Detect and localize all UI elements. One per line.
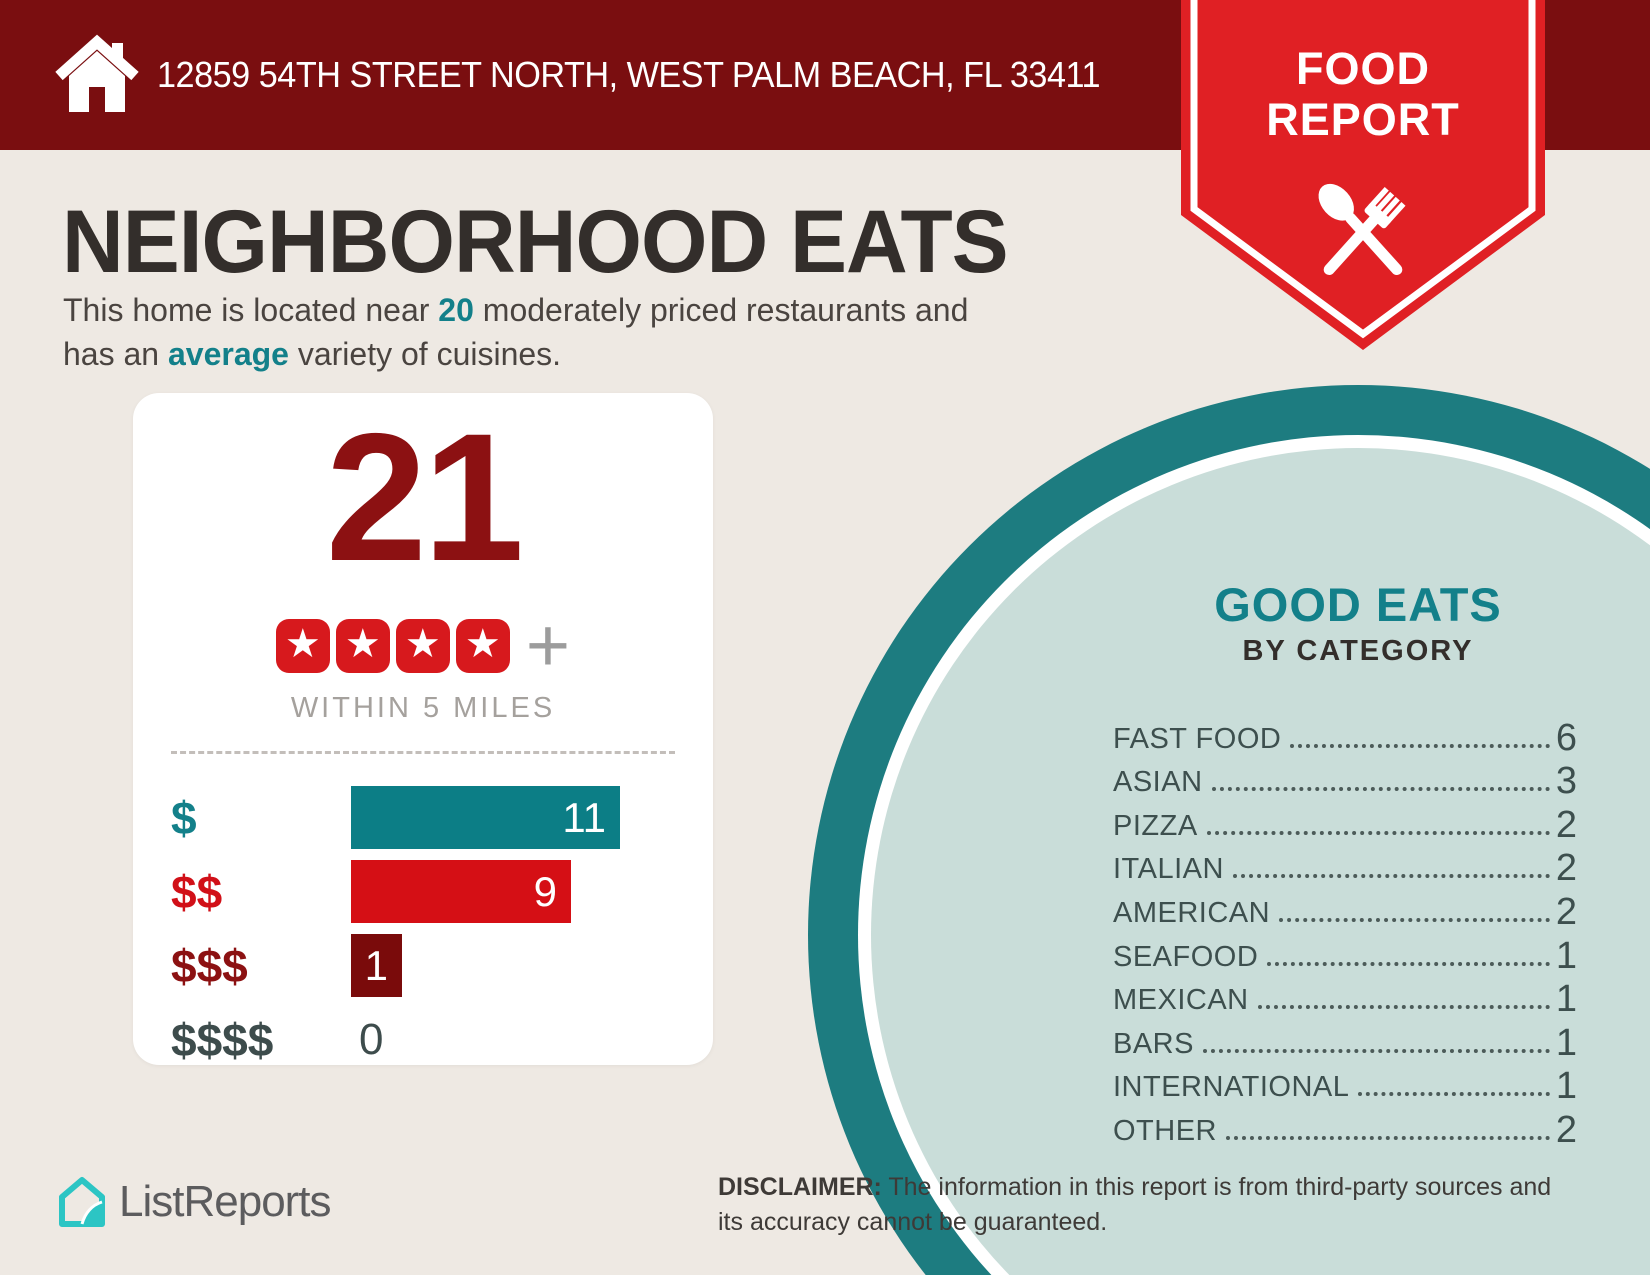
ribbon-line1: FOOD <box>1296 43 1430 94</box>
good-eats-subtitle: BY CATEGORY <box>1242 635 1474 667</box>
category-value: 2 <box>1555 890 1577 933</box>
category-row: ASIAN 3 <box>1113 756 1577 800</box>
intro-line2: has an average variety of cuisines. <box>63 336 562 372</box>
price-tier-label: $$$ <box>171 939 248 992</box>
bar-value: 11 <box>562 793 606 841</box>
disclaimer: DISCLAIMER: The information in this repo… <box>718 1173 1552 1236</box>
food-report-ribbon <box>1181 0 1545 350</box>
category-label: PIZZA <box>1113 809 1198 842</box>
category-value: 2 <box>1555 847 1577 890</box>
listreports-logo: ListReports <box>58 1176 332 1228</box>
category-value: 1 <box>1555 1021 1577 1064</box>
dotted-leader <box>1232 874 1550 879</box>
category-list: FAST FOOD 6 ASIAN 3 PIZZA 2 ITALIAN 2 AMERIC… <box>1113 712 1577 1151</box>
price-bar: 11 <box>351 786 620 849</box>
category-label: OTHER <box>1113 1114 1217 1147</box>
price-bar: 9 <box>351 860 571 923</box>
category-value: 1 <box>1555 978 1577 1021</box>
category-row: BARS 1 <box>1113 1017 1577 1064</box>
price-row-3: $$$ 11 <box>171 934 675 997</box>
home-icon <box>55 34 139 112</box>
bar-value: 1 <box>364 941 388 989</box>
radius-label: WITHIN 5 MILES <box>290 692 556 724</box>
dotted-leader <box>1257 1005 1550 1010</box>
star-tiles: ★ ★ ★ ★ <box>275 619 510 673</box>
dotted-leader <box>1202 1048 1550 1053</box>
dotted-leader <box>1290 743 1550 748</box>
category-row: MEXICAN 1 <box>1113 974 1577 1018</box>
price-tier-label: $$$$ <box>171 1013 274 1066</box>
restaurant-count: 21 <box>325 395 524 599</box>
category-label: SEAFOOD <box>1113 940 1259 973</box>
ribbon-line2: REPORT <box>1266 93 1460 145</box>
property-address: 12859 54TH STREET NORTH, WEST PALM BEACH… <box>157 54 1101 95</box>
category-value: 3 <box>1555 760 1577 803</box>
dotted-leader <box>1267 961 1550 966</box>
category-row: INTERNATIONAL 1 <box>1113 1061 1577 1105</box>
star-icon: ★ <box>335 619 390 673</box>
summary-card: 21 ★★★★ + WITHIN 5 MILES $ 1111 $$ 99 $$… <box>133 393 713 1066</box>
star-icon: ★ <box>395 619 450 673</box>
category-value: 2 <box>1555 1108 1577 1151</box>
ribbon-title: FOOD REPORT <box>1181 43 1545 146</box>
variety-highlight: average <box>167 336 289 372</box>
category-row: ITALIAN 2 <box>1113 843 1577 887</box>
dotted-leader <box>1279 917 1550 922</box>
intro-paragraph: This home is located near 20 moderately … <box>63 288 968 376</box>
zero-value: 0 <box>359 1015 384 1064</box>
page-title: NEIGHBORHOOD EATS <box>62 191 1009 291</box>
restaurant-count-highlight: 20 <box>438 292 474 328</box>
price-row-4: $$$$ 00 <box>171 1008 675 1071</box>
dotted-leader <box>1226 1135 1550 1140</box>
category-label: FAST FOOD <box>1113 722 1282 755</box>
price-bar: 1 <box>351 934 402 997</box>
star-rating: ★ ★ ★ ★ + <box>133 603 713 688</box>
category-row: FAST FOOD 6 <box>1113 712 1577 759</box>
star-icon: ★ <box>275 619 330 673</box>
category-label: AMERICAN <box>1113 896 1271 929</box>
category-row: PIZZA 2 <box>1113 799 1577 846</box>
price-row-1: $ 1111 <box>171 786 675 849</box>
disclaimer-label: DISCLAIMER: <box>718 1173 882 1201</box>
category-label: ASIAN <box>1113 766 1203 799</box>
star-icon: ★ <box>455 619 510 673</box>
intro-line1: This home is located near 20 moderately … <box>63 292 969 328</box>
category-row: SEAFOOD 1 <box>1113 930 1577 977</box>
bar-value: 9 <box>533 867 557 915</box>
dotted-leader <box>1211 787 1550 792</box>
category-row: AMERICAN 2 <box>1113 886 1577 933</box>
category-row: OTHER 2 <box>1113 1104 1577 1151</box>
category-label: BARS <box>1113 1027 1194 1060</box>
price-row-2: $$ 99 <box>171 860 675 923</box>
good-eats-title: GOOD EATS <box>1214 578 1502 631</box>
plus-sign: + <box>525 603 571 688</box>
category-value: 6 <box>1555 716 1577 759</box>
dashed-divider <box>171 751 675 754</box>
dotted-leader <box>1206 830 1550 835</box>
category-label: MEXICAN <box>1113 984 1249 1017</box>
category-label: INTERNATIONAL <box>1113 1071 1350 1104</box>
price-tier-label: $$ <box>171 865 223 918</box>
category-value: 1 <box>1555 934 1577 977</box>
spoon-fork-icon <box>1318 183 1406 276</box>
category-label: ITALIAN <box>1113 853 1224 886</box>
dotted-leader <box>1358 1092 1550 1097</box>
good-eats-heading: GOOD EATS BY CATEGORY <box>1108 577 1608 668</box>
category-value: 2 <box>1555 803 1577 846</box>
price-bar-chart: $ 1111 $$ 99 $$$ 11 $$$$ 00 <box>171 786 675 1082</box>
category-value: 1 <box>1555 1065 1577 1108</box>
listreports-house-icon <box>59 1177 105 1227</box>
price-tier-label: $ <box>171 791 197 844</box>
listreports-wordmark: ListReports <box>119 1177 332 1226</box>
